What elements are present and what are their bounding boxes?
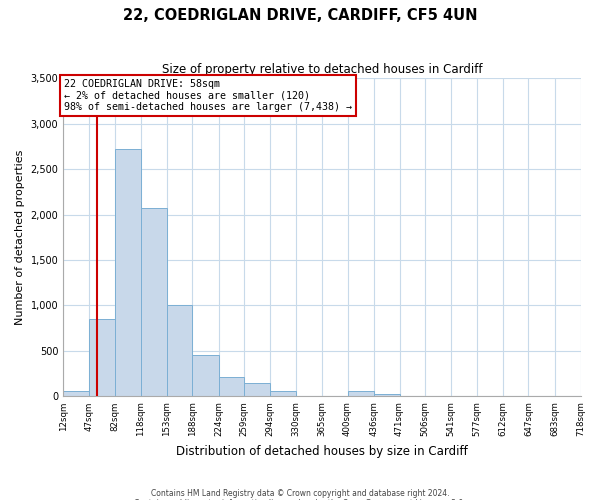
Bar bbox=[270, 392, 296, 396]
Title: Size of property relative to detached houses in Cardiff: Size of property relative to detached ho… bbox=[161, 62, 482, 76]
Bar bbox=[374, 394, 400, 396]
X-axis label: Distribution of detached houses by size in Cardiff: Distribution of detached houses by size … bbox=[176, 444, 468, 458]
Text: 22 COEDRIGLAN DRIVE: 58sqm
← 2% of detached houses are smaller (120)
98% of semi: 22 COEDRIGLAN DRIVE: 58sqm ← 2% of detac… bbox=[64, 79, 352, 112]
Text: Contains HM Land Registry data © Crown copyright and database right 2024.: Contains HM Land Registry data © Crown c… bbox=[151, 488, 449, 498]
Bar bbox=[244, 383, 270, 396]
Bar bbox=[218, 378, 244, 396]
Bar bbox=[347, 392, 374, 396]
Bar bbox=[167, 305, 192, 396]
Text: Contains public sector information licensed under the Open Government Licence v3: Contains public sector information licen… bbox=[134, 498, 466, 500]
Bar bbox=[63, 392, 89, 396]
Bar bbox=[141, 208, 167, 396]
Text: 22, COEDRIGLAN DRIVE, CARDIFF, CF5 4UN: 22, COEDRIGLAN DRIVE, CARDIFF, CF5 4UN bbox=[123, 8, 477, 22]
Bar bbox=[192, 356, 218, 397]
Y-axis label: Number of detached properties: Number of detached properties bbox=[15, 150, 25, 325]
Bar bbox=[89, 319, 115, 396]
Bar bbox=[115, 149, 141, 396]
